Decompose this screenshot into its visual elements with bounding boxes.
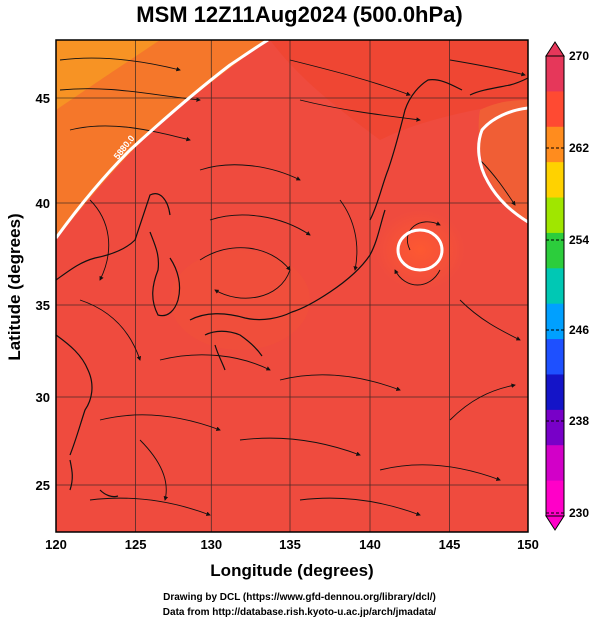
colorbar-label: 246 (569, 323, 589, 337)
plot-frame (55, 39, 529, 533)
x-tick-label: 130 (200, 537, 222, 552)
x-tick-label: 120 (45, 537, 67, 552)
y-tick-labels: 25 30 35 40 45 (36, 91, 50, 493)
x-tick-label: 125 (125, 537, 147, 552)
colorbar-label: 238 (569, 414, 589, 428)
colorbar (545, 41, 565, 531)
x-tick-label: 145 (439, 537, 461, 552)
y-tick-label: 35 (36, 298, 50, 313)
colorbar-segment (546, 339, 564, 375)
colorbar-labels: 270 262 254 246 238 230 (569, 49, 589, 520)
colorbar-segment (546, 91, 564, 128)
x-tick-labels: 120 125 130 135 140 145 150 (45, 537, 539, 552)
colorbar-segment (546, 268, 564, 305)
coastlines (56, 77, 528, 498)
y-tick-label: 25 (36, 478, 50, 493)
y-tick-label: 30 (36, 390, 50, 405)
colorbar-segment (546, 162, 564, 199)
wind-streamlines (59, 57, 526, 516)
colorbar-segment (546, 445, 564, 482)
colorbar-segment (546, 56, 564, 92)
colorbar-segment (546, 303, 564, 340)
x-axis-label: Longitude (degrees) (210, 561, 373, 580)
x-tick-label: 150 (517, 537, 539, 552)
colorbar-segment (546, 197, 564, 234)
x-tick-label: 140 (359, 537, 381, 552)
x-tick-label: 135 (279, 537, 301, 552)
credit-line-1: Drawing by DCL (https://www.gfd-dennou.o… (163, 592, 436, 603)
colorbar-segment (546, 480, 564, 517)
y-tick-label: 40 (36, 196, 50, 211)
y-tick-label: 45 (36, 91, 50, 106)
colorbar-segment (546, 409, 564, 446)
colorbar-bottom-arrow (545, 515, 565, 531)
colorbar-segment (546, 374, 564, 411)
map-title: MSM 12Z11Aug2024 (500.0hPa) (136, 2, 463, 27)
colorbar-label: 262 (569, 141, 589, 155)
colorbar-segment (546, 126, 564, 163)
colorbar-label: 230 (569, 506, 589, 520)
height-contours (56, 40, 528, 272)
credit-line-2: Data from http://database.rish.kyoto-u.a… (162, 607, 437, 618)
colorbar-label: 270 (569, 49, 589, 63)
colorbar-top-arrow (545, 41, 565, 57)
colorbar-segment (546, 232, 564, 269)
colorbar-label: 254 (569, 233, 589, 247)
temperature-field: 5880.0 (56, 40, 528, 532)
grid-lines (56, 40, 528, 532)
y-axis-label: Latitude (degrees) (5, 213, 24, 360)
